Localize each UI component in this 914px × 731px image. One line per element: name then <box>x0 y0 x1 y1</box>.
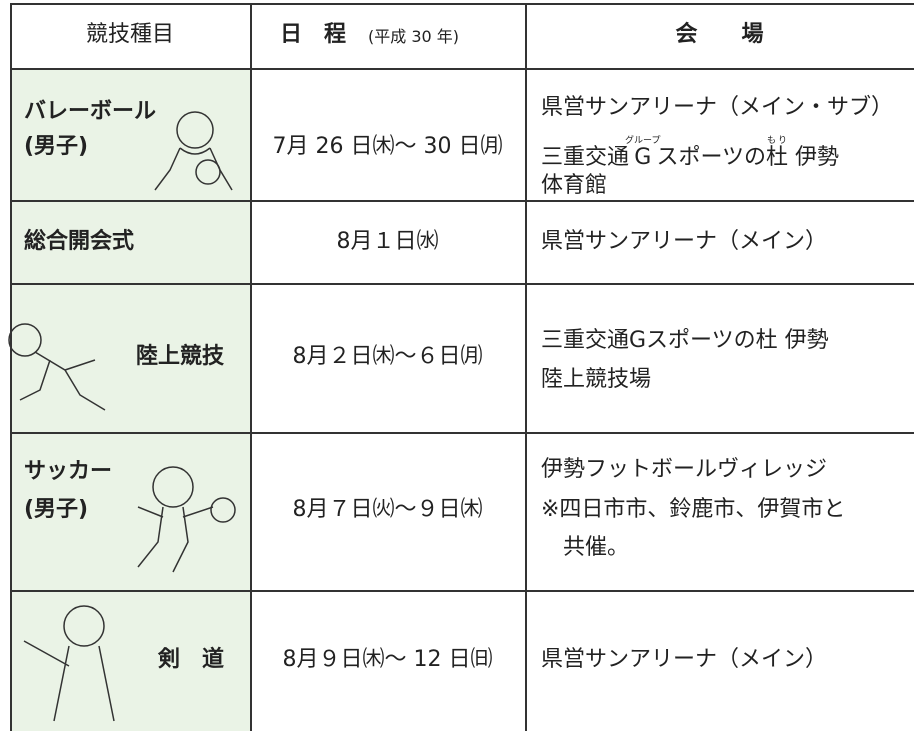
header-event: 競技種目 <box>85 22 174 47</box>
venue: 県営サンアリーナ（メイン） <box>541 229 828 254</box>
event: 陸上競技 <box>135 344 224 369</box>
rule <box>10 283 914 285</box>
rule <box>250 3 252 731</box>
venue: 三重交通Gスポーツの杜 伊勢 <box>541 328 829 353</box>
event: 剣 道 <box>157 647 224 672</box>
date: 8月２日㈭〜６日㈪ <box>292 344 483 369</box>
rule <box>10 68 914 70</box>
venue: 共催。 <box>563 535 630 560</box>
venue: 陸上競技場 <box>541 367 652 392</box>
date: 8月７日㈫〜９日㈭ <box>292 497 483 522</box>
venue: ※四日市市、鈴鹿市、伊賀市と <box>541 497 846 522</box>
ruby-base: G <box>625 145 661 170</box>
rule <box>10 200 914 202</box>
date: 7月 26 日㈭〜 30 日㈪ <box>272 134 503 159</box>
venue: 体育館 <box>541 173 608 198</box>
ruby-text: グループ <box>625 136 661 146</box>
header-date: 日 程 <box>280 22 347 47</box>
venue: 伊勢フットボールヴィレッジ <box>541 457 828 482</box>
event: (男子) <box>24 497 89 522</box>
venue: 県営サンアリーナ（メイン・サブ） <box>541 95 894 120</box>
rule <box>10 432 914 434</box>
event: サッカー <box>24 459 113 484</box>
header-year: (平成 30 年) <box>368 27 460 46</box>
header-venue: 会 場 <box>675 22 764 47</box>
ruby-text: もり <box>766 136 789 146</box>
venue: 三重交通Gグループスポーツの杜もり 伊勢 <box>541 136 839 172</box>
venue-part: 伊勢 <box>788 145 840 170</box>
volleyball-illustration <box>154 111 233 191</box>
rule <box>10 590 914 592</box>
ruby-base: 杜 <box>766 145 789 170</box>
event-column-bg <box>10 68 250 731</box>
ruby: 杜もり <box>766 136 789 170</box>
event: (男子) <box>24 134 89 159</box>
venue-part: 三重交通 <box>541 145 630 170</box>
soccer-illustration <box>137 466 236 573</box>
rule <box>525 3 527 731</box>
venue: 県営サンアリーナ（メイン） <box>541 647 828 672</box>
event: バレーボール <box>24 99 157 124</box>
date: 8月１日㈬ <box>336 229 439 254</box>
date: 8月９日㈭〜 12 日㈰ <box>282 647 493 672</box>
rule <box>10 3 12 731</box>
rule <box>10 3 914 5</box>
athlete-illustration <box>8 323 106 411</box>
kendo-illustration <box>23 605 115 722</box>
venue-part: スポーツの <box>656 145 767 170</box>
ruby: Gグループ <box>625 136 660 170</box>
event: 総合開会式 <box>24 229 135 254</box>
